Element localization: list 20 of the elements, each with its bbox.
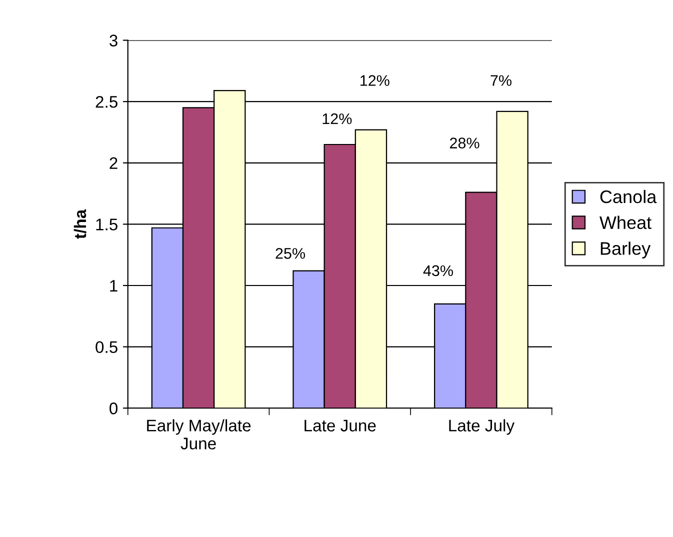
y-tick-label: 2.5	[96, 96, 118, 108]
legend-label: Canola	[600, 190, 657, 204]
y-tick-label: 1.5	[96, 218, 118, 230]
annotation: 25%	[276, 248, 306, 259]
y-tick-label: 3	[110, 34, 118, 46]
annotation: 7%	[490, 75, 512, 86]
x-tick-label: Early May/late June	[147, 419, 251, 450]
annotation: 43%	[423, 265, 453, 276]
annotation: 12%	[322, 113, 352, 124]
annotation: 12%	[360, 75, 390, 86]
x-tick-label: Late June	[304, 420, 376, 432]
x-tick-label: Late July	[449, 419, 515, 435]
y-tick-label: 2	[110, 157, 118, 169]
y-axis-title: t/ha	[74, 209, 86, 239]
y-tick-label: 1	[110, 280, 118, 292]
legend-label: Wheat	[600, 216, 652, 230]
y-tick-label: 0	[110, 402, 118, 414]
annotation: 28%	[450, 138, 480, 148]
y-tick-label: 0.5	[96, 341, 118, 354]
legend-label: Barley	[600, 242, 651, 258]
